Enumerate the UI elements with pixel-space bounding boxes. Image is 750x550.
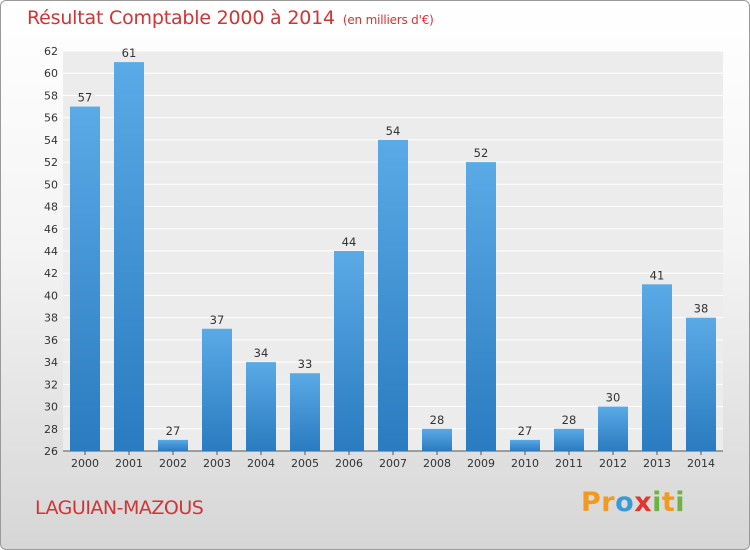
y-tick-label: 26 [44,445,58,458]
chart-subtitle: (en milliers d'€) [342,13,434,27]
x-tick-label-2002: 2002 [159,457,187,470]
y-tick-label: 48 [44,201,58,214]
y-tick-label: 30 [44,401,58,414]
y-tick-label: 28 [44,423,58,436]
bars: 57 61 27 37 34 33 44 54 28 52 27 28 30 41 38 [70,46,716,452]
logo-letter: t [661,487,676,518]
y-tick-label: 40 [44,289,58,302]
y-tick-label: 32 [44,378,58,391]
proxiti-logo: Proxiti [581,487,685,518]
y-tick-label: 42 [44,267,58,280]
bar-2002 [158,439,188,451]
bar-2006 [334,251,364,451]
bar-2010 [510,439,540,451]
x-tick-label-2011: 2011 [555,457,583,470]
x-tick-label-2009: 2009 [467,457,495,470]
y-tick-label: 44 [44,245,58,258]
bar-value-label-2003: 37 [210,313,225,327]
bar-2009 [466,162,496,451]
logo-letter: x [634,487,653,518]
bar-2013 [642,284,672,451]
x-axis: 2000 2001 2002 2003 2004 2005 2006 2007 2008 2009… [71,451,715,470]
chart-title: Résultat Comptable 2000 à 2014 (en millie… [27,7,434,29]
bar-2004 [246,362,276,451]
bar-value-label-2008: 28 [430,413,445,427]
y-tick-label: 46 [44,223,58,236]
y-axis: 26 28 30 32 34 36 38 40 42 44 46 48 50 52 54 56 58 60 62 [44,45,58,458]
chart-title-text: Résultat Comptable 2000 à 2014 [27,7,335,29]
bar-value-label-2004: 34 [254,346,269,360]
x-tick-label-2001: 2001 [115,457,143,470]
y-tick-label: 60 [44,67,58,80]
x-tick-label-2010: 2010 [511,457,539,470]
bar-2012 [598,406,628,451]
bar-value-label-2000: 57 [78,91,93,105]
bar-value-label-2009: 52 [474,146,489,160]
bar-2011 [554,428,584,451]
x-tick-label-2000: 2000 [71,457,99,470]
bar-value-label-2006: 44 [342,235,357,249]
x-tick-label-2007: 2007 [379,457,407,470]
bar-value-label-2002: 27 [166,424,181,438]
commune-name: LAGUIAN-MAZOUS [35,497,204,519]
bar-2014 [686,317,716,451]
logo-letter: o [615,487,635,518]
y-tick-label: 54 [44,134,58,147]
bar-2007 [378,139,408,451]
x-tick-label-2012: 2012 [599,457,627,470]
bar-2001 [114,62,144,451]
x-tick-label-2006: 2006 [335,457,363,470]
x-tick-label-2005: 2005 [291,457,319,470]
bar-2003 [202,328,232,451]
x-tick-label-2004: 2004 [247,457,275,470]
logo-letter: r [601,487,616,518]
bar-value-label-2010: 27 [518,424,533,438]
y-tick-label: 56 [44,112,58,125]
bar-value-label-2012: 30 [606,391,621,405]
logo-letter: i [675,487,686,518]
logo-letter: i [652,487,662,518]
bar-2000 [70,106,100,452]
bar-value-label-2001: 61 [122,46,137,60]
x-tick-label-2008: 2008 [423,457,451,470]
bar-2005 [290,373,320,451]
y-tick-label: 62 [44,45,58,58]
y-tick-label: 34 [44,356,58,369]
bar-value-label-2013: 41 [650,268,665,282]
y-tick-label: 50 [44,178,58,191]
y-tick-label: 36 [44,334,58,347]
x-tick-label-2003: 2003 [203,457,231,470]
x-tick-label-2013: 2013 [643,457,671,470]
y-tick-label: 58 [44,89,58,102]
y-tick-label: 52 [44,156,58,169]
bar-2008 [422,428,452,451]
x-tick-label-2014: 2014 [687,457,715,470]
bar-value-label-2005: 33 [298,357,313,371]
bar-value-label-2014: 38 [694,302,709,316]
bar-value-label-2011: 28 [562,413,577,427]
y-tick-label: 38 [44,312,58,325]
logo-letter: P [581,487,602,518]
bar-value-label-2007: 54 [386,124,401,138]
